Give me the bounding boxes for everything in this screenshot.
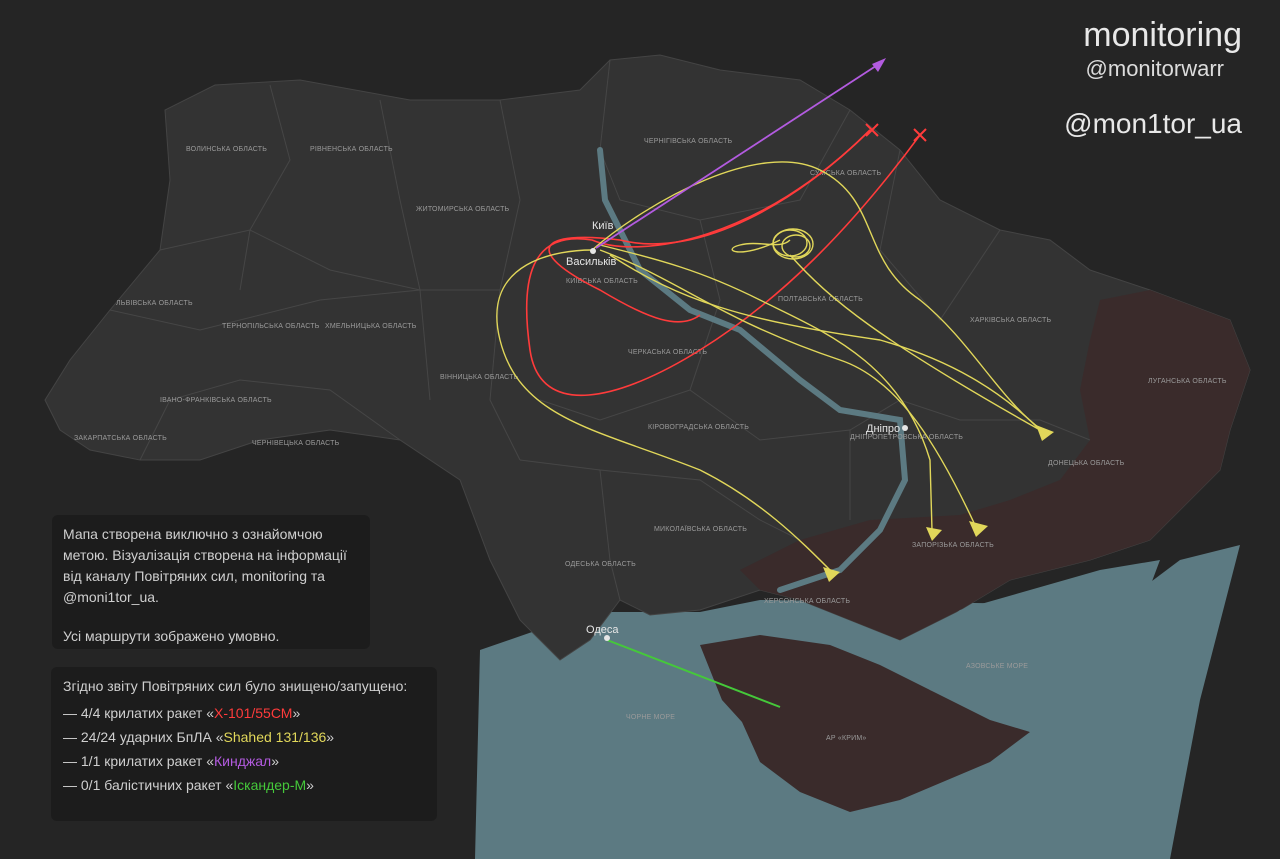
brand-handle: @monitorwarr	[1085, 56, 1224, 81]
azov-sea	[900, 560, 1160, 735]
legend-prefix: — 4/4 крилатих ракет «	[63, 705, 215, 721]
region-label: АР «КРИМ»	[826, 735, 866, 742]
dot-icon	[604, 635, 610, 641]
occupied-territory	[740, 290, 1250, 640]
legend-suffix: »	[292, 705, 301, 721]
city-label: Одеса	[586, 624, 619, 636]
legend-title: Згідно звіту Повітряних сил було знищено…	[63, 678, 408, 694]
legend-item-shahed: — 24/24 ударних БпЛА «Shahed 131/136»	[63, 727, 425, 748]
region-label: РІВНЕНСЬКА ОБЛАСТЬ	[310, 146, 393, 153]
arrow-icon	[872, 58, 886, 72]
legend-item-kinzhal: — 1/1 крилатих ракет «Кинджал»	[63, 751, 425, 772]
legend-suffix: »	[271, 753, 280, 769]
legend-weapon: Іскандер-М	[233, 777, 307, 793]
kh101-routes	[525, 129, 921, 397]
legend-weapon: Х-101/55СМ	[214, 705, 293, 721]
brand-title: monitoring	[1083, 16, 1242, 54]
region-label: КІРОВОГРАДСЬКА ОБЛАСТЬ	[648, 424, 749, 431]
x-mark-icons	[865, 123, 927, 142]
dot-icon	[590, 248, 596, 254]
legend-suffix: »	[306, 777, 314, 793]
legend-prefix: — 1/1 крилатих ракет «	[63, 753, 215, 769]
routes-note: Усі маршрути зображено умовно.	[63, 628, 280, 644]
region-label: ЧЕРКАСЬКА ОБЛАСТЬ	[628, 349, 707, 356]
region-label: ХЕРСОНСЬКА ОБЛАСТЬ	[764, 598, 850, 605]
dnipro-river	[597, 147, 909, 593]
region-label: ЗАКАРПАТСЬКА ОБЛАСТЬ	[74, 435, 167, 442]
city-label: Дніпро	[866, 423, 900, 435]
legend-prefix: — 0/1 балістичних ракет «	[63, 777, 234, 793]
region-label: ЗАПОРІЗЬКА ОБЛАСТЬ	[912, 542, 994, 549]
disclaimer-text: Мапа створена виключно з ознайомчою мето…	[63, 526, 347, 605]
iskander-route	[606, 639, 781, 708]
region-label: ЧОРНЕ МОРЕ	[626, 714, 675, 721]
legend-item-iskander: — 0/1 балістичних ракет «Іскандер-М»	[63, 775, 425, 796]
region-label: СУМСЬКА ОБЛАСТЬ	[810, 170, 881, 177]
region-label: ДНІПРОПЕТРОВСЬКА ОБЛАСТЬ	[850, 434, 963, 441]
disclaimer-box: Мапа створена виключно з ознайомчою мето…	[52, 515, 370, 649]
oblast-borders	[109, 59, 1091, 601]
region-label: ХАРКІВСЬКА ОБЛАСТЬ	[970, 317, 1051, 324]
dot-icon	[902, 425, 908, 431]
kinzhal-route	[595, 61, 883, 249]
city-label: Васильків	[566, 256, 617, 268]
region-labels: ВОЛИНСЬКА ОБЛАСТЬ РІВНЕНСЬКА ОБЛАСТЬ ЖИТ…	[74, 138, 1227, 742]
region-label: ЛЬВІВСЬКА ОБЛАСТЬ	[116, 300, 193, 307]
legend-weapon: Кинджал	[214, 753, 272, 769]
city-label: Київ	[592, 220, 614, 232]
region-label: ЧЕРНІВЕЦЬКА ОБЛАСТЬ	[252, 440, 340, 447]
triangle-drone-icons	[823, 425, 1054, 582]
region-label: ВІННИЦЬКА ОБЛАСТЬ	[440, 374, 519, 381]
region-label: ІВАНО-ФРАНКІВСЬКА ОБЛАСТЬ	[160, 397, 272, 404]
legend: Згідно звіту Повітряних сил було знищено…	[51, 667, 437, 821]
region-label: ВОЛИНСЬКА ОБЛАСТЬ	[186, 146, 267, 153]
cities: Київ Васильків Дніпро Одеса	[566, 220, 908, 641]
region-label: АЗОВСЬКЕ МОРЕ	[966, 663, 1028, 670]
shahed-routes	[496, 161, 1043, 571]
legend-suffix: »	[326, 729, 335, 745]
region-label: ЛУГАНСЬКА ОБЛАСТЬ	[1148, 378, 1227, 385]
legend-weapon: Shahed 131/136	[223, 729, 327, 745]
crimea	[700, 635, 1030, 812]
region-label: ДОНЕЦЬКА ОБЛАСТЬ	[1048, 460, 1125, 467]
legend-prefix: — 24/24 ударних БпЛА «	[63, 729, 224, 745]
region-label: ХМЕЛЬНИЦЬКА ОБЛАСТЬ	[325, 323, 417, 330]
region-label: ЧЕРНІГІВСЬКА ОБЛАСТЬ	[644, 138, 733, 145]
region-label: МИКОЛАЇВСЬКА ОБЛАСТЬ	[654, 525, 747, 533]
region-label: ПОЛТАВСЬКА ОБЛАСТЬ	[778, 296, 863, 303]
region-label: КИЇВСЬКА ОБЛАСТЬ	[566, 277, 638, 285]
region-label: ТЕРНОПІЛЬСЬКА ОБЛАСТЬ	[222, 323, 320, 330]
brand-handle-ua: @mon1tor_ua	[1064, 108, 1242, 139]
region-label: ОДЕСЬКА ОБЛАСТЬ	[565, 561, 636, 568]
region-label: ЖИТОМИРСЬКА ОБЛАСТЬ	[416, 206, 510, 213]
legend-item-kh101: — 4/4 крилатих ракет «Х-101/55СМ»	[63, 703, 425, 724]
